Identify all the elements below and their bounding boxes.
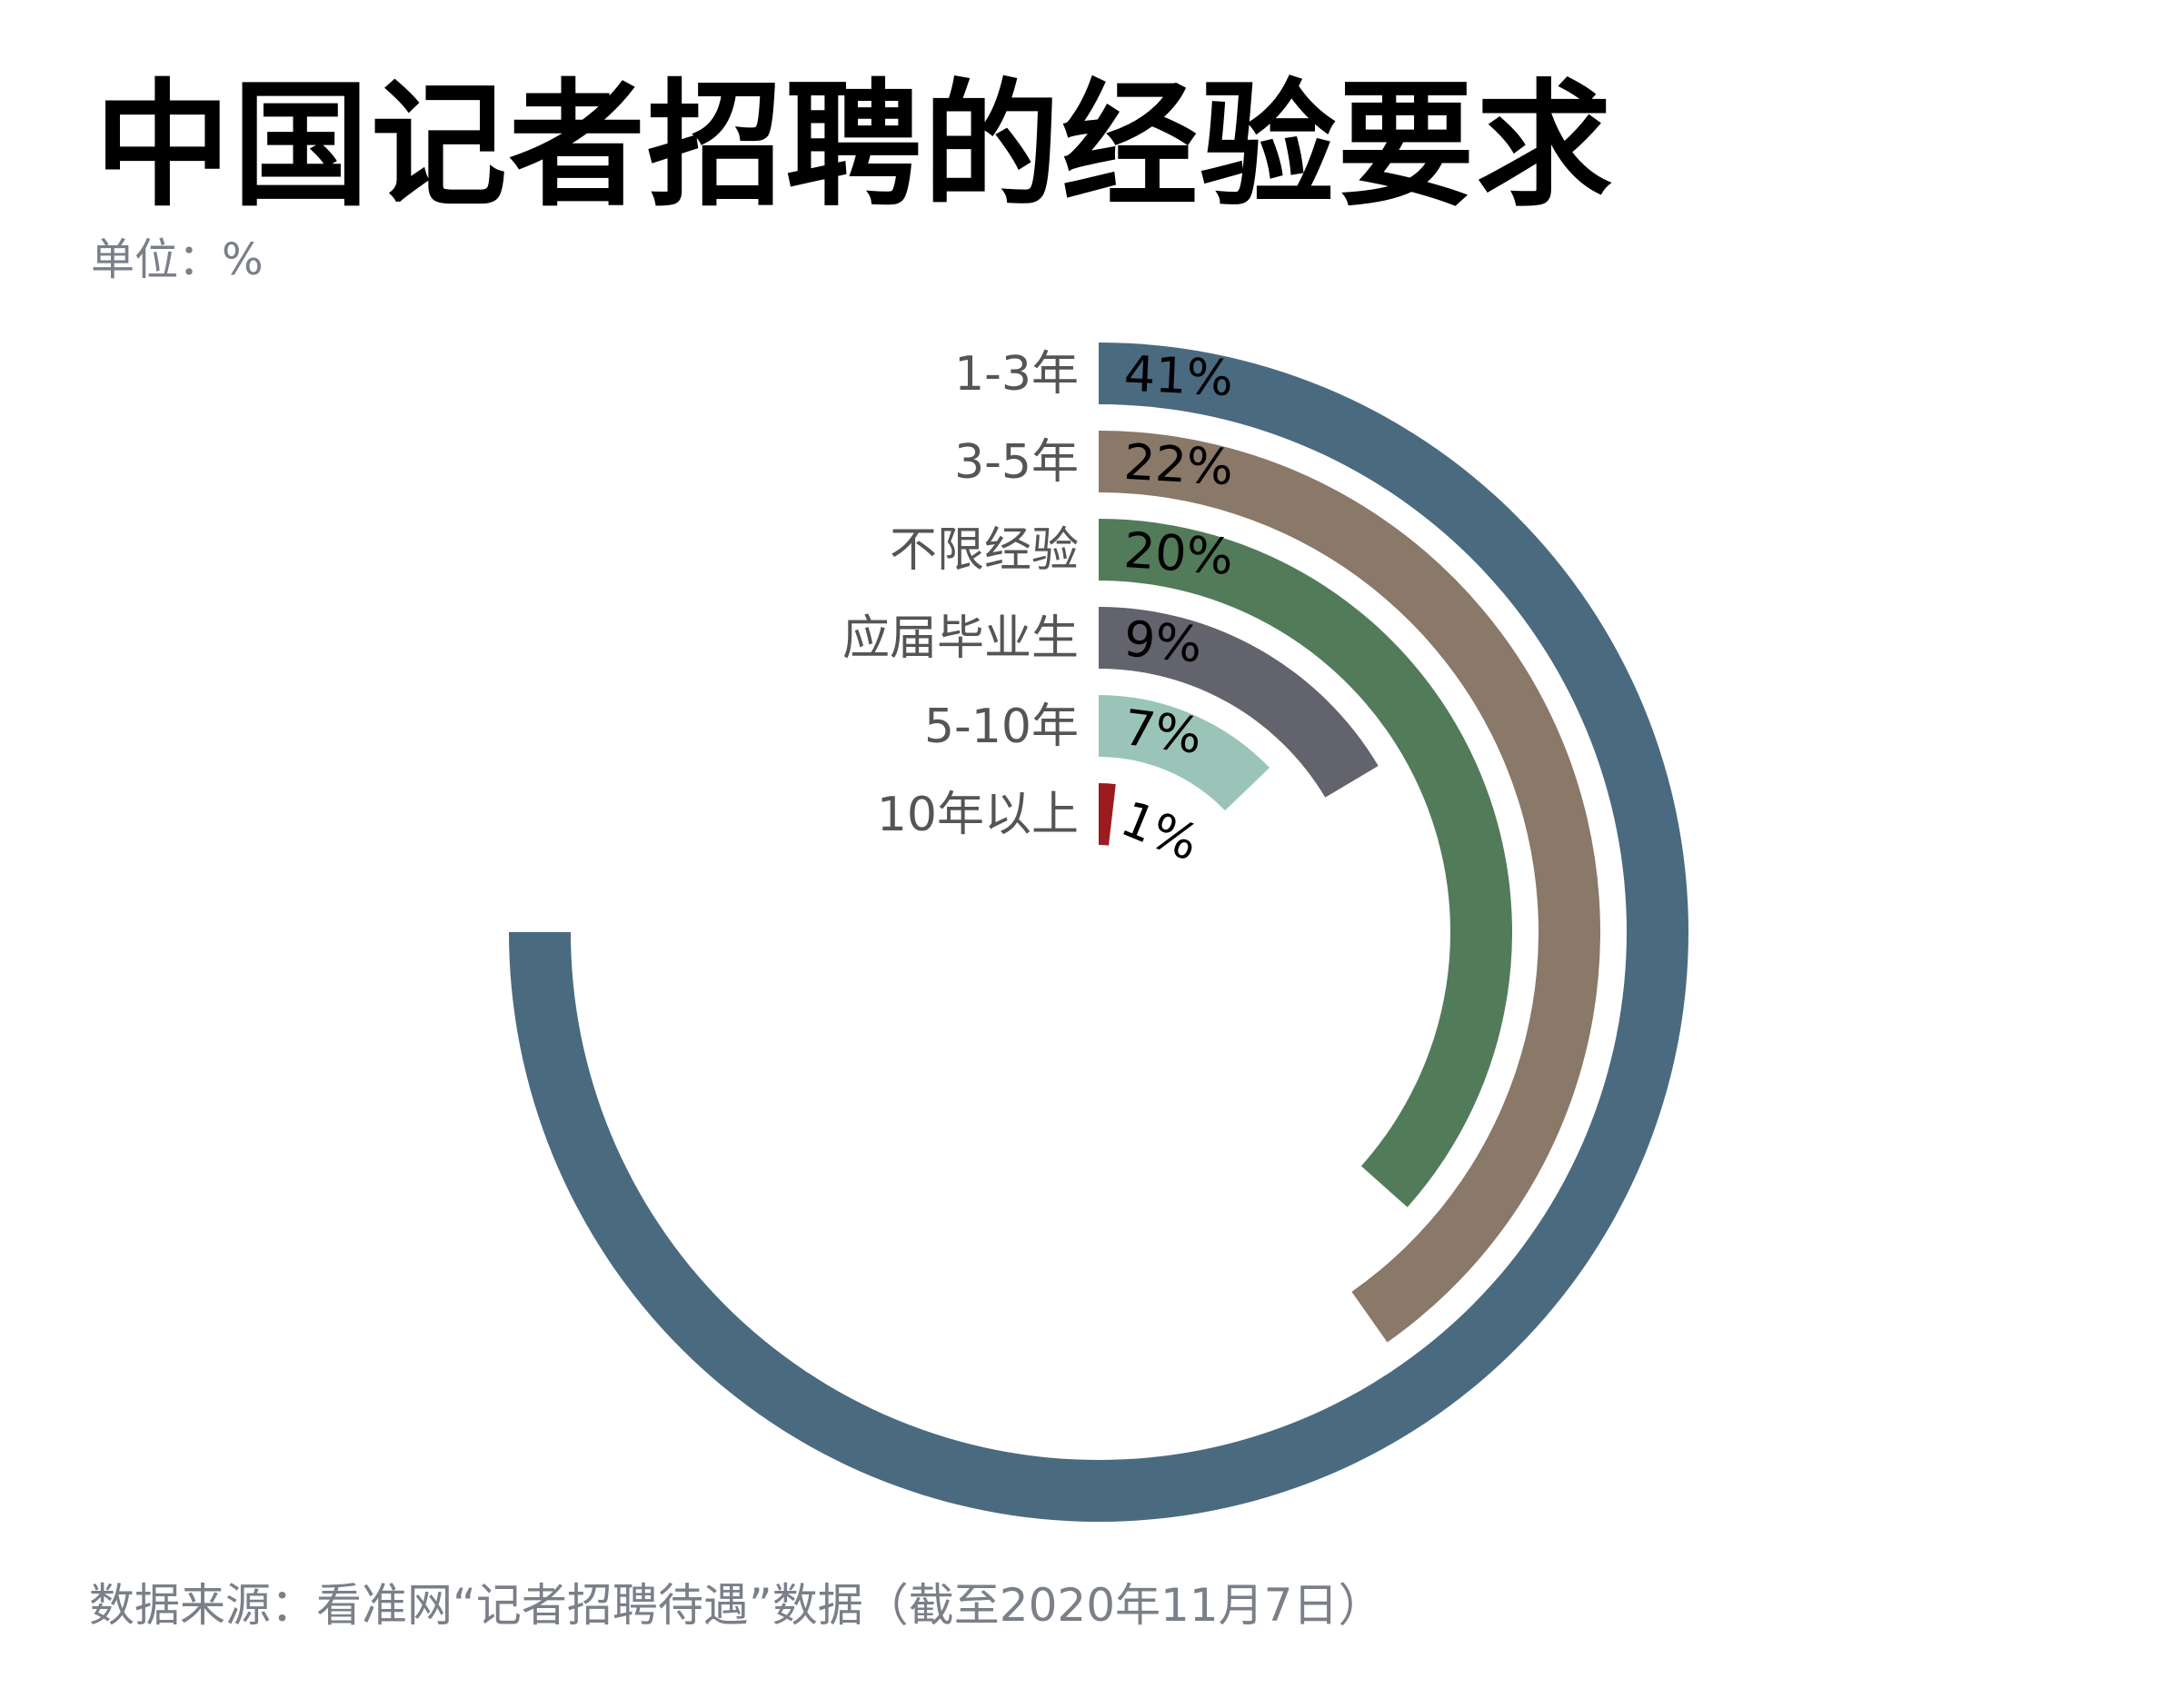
value-label: 41% xyxy=(1123,345,1235,407)
radial-bar-5 xyxy=(1099,783,1116,846)
radial-bar-3 xyxy=(1099,607,1379,798)
chart-source: 数据来源：看准网“记者招聘待遇”数据（截至2020年11月7日） xyxy=(89,1579,1384,1632)
category-label: 不限经验 xyxy=(890,523,1079,578)
chart-unit: 单位：% xyxy=(91,234,264,285)
value-label: 20% xyxy=(1122,521,1235,586)
category-label: 5-10年 xyxy=(924,700,1079,754)
value-label: 9% xyxy=(1121,610,1204,673)
value-label: 7% xyxy=(1120,699,1205,765)
category-label: 1-3年 xyxy=(954,347,1079,402)
category-label: 3-5年 xyxy=(954,435,1079,490)
chart-title: 中国记者招聘的经验要求 xyxy=(95,67,1615,225)
radial-bar-2 xyxy=(1099,519,1512,1207)
radial-bar-1 xyxy=(1099,431,1600,1343)
radial-bar-4 xyxy=(1099,695,1270,811)
category-label: 应届毕业生 xyxy=(842,611,1079,666)
value-label: 22% xyxy=(1122,433,1234,496)
value-label: 1% xyxy=(1113,789,1207,872)
category-label: 10年以上 xyxy=(877,788,1079,842)
